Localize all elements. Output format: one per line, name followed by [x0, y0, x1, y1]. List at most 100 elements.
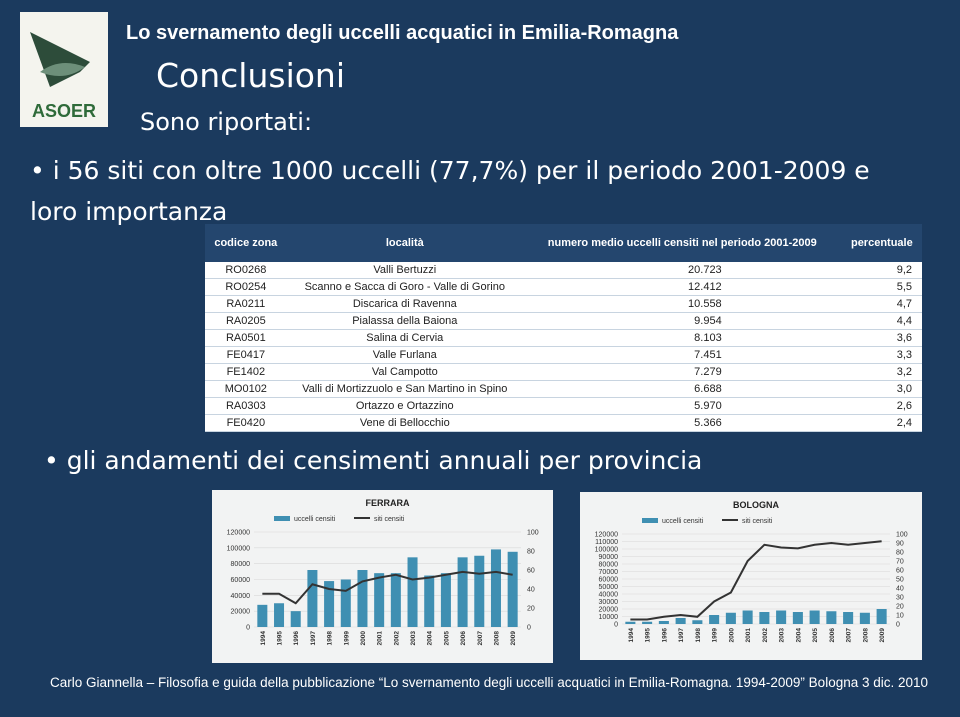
x-tick-label: 1998	[327, 631, 334, 646]
legend-label: uccelli censiti	[662, 518, 704, 525]
bar	[357, 570, 368, 627]
bullet-text: i 56 siti con oltre 1000 uccelli (77,7%)…	[30, 156, 870, 226]
bar	[457, 557, 468, 627]
bar	[507, 551, 518, 627]
bar	[876, 609, 887, 624]
y-tick-label: 80000	[599, 562, 619, 569]
table-cell: 3,6	[841, 329, 922, 347]
table-cell: 20.723	[522, 262, 842, 279]
x-tick-label: 2001	[745, 628, 752, 643]
x-tick-label: 2009	[879, 628, 886, 643]
bar	[407, 557, 418, 627]
bar	[776, 610, 787, 624]
bar	[307, 570, 318, 627]
subtitle: Sono riportati:	[140, 108, 313, 136]
table-cell: RA0501	[205, 329, 287, 347]
column-header: numero medio uccelli censiti nel periodo…	[522, 224, 842, 262]
x-tick-label: 1994	[260, 631, 267, 646]
table-cell: RA0205	[205, 312, 287, 330]
table-cell: 12.412	[522, 278, 842, 296]
table-cell: Vene di Bellocchio	[286, 414, 523, 432]
table-cell: 7.279	[522, 363, 842, 381]
x-tick-label: 2002	[762, 628, 769, 643]
x-tick-label: 1994	[628, 628, 635, 643]
bar	[843, 612, 854, 624]
x-tick-label: 2009	[510, 631, 517, 646]
x-tick-label: 1996	[661, 628, 668, 643]
line	[630, 540, 882, 621]
x-tick-label: 2006	[460, 631, 467, 646]
table-cell: FE0417	[205, 346, 287, 364]
x-tick-label: 2004	[427, 631, 434, 646]
logo: ASOER	[20, 12, 108, 127]
table-row: RO0268 Valli Bertuzzi 20.723 9,2	[205, 262, 922, 279]
table-row: FE0420 Vene di Bellocchio 5.366 2,4	[205, 414, 922, 432]
y-tick-label: 90000	[599, 554, 619, 561]
table-row: RA0211 Discarica di Ravenna 10.558 4,7	[205, 295, 922, 313]
table-cell: Salina di Cervia	[286, 329, 523, 347]
y2-tick-label: 30	[896, 595, 904, 602]
y-tick-label: 10000	[599, 614, 619, 621]
bar	[390, 573, 401, 627]
bar	[474, 555, 485, 627]
y2-tick-label: 100	[527, 530, 539, 537]
x-tick-label: 2005	[443, 631, 450, 646]
table: codice zona località numero medio uccelli …	[205, 224, 922, 432]
bullet: • i 56 siti con oltre 1000 uccelli (77,7…	[30, 156, 870, 226]
x-tick-label: 1999	[712, 628, 719, 643]
y2-tick-label: 70	[896, 559, 904, 566]
y-tick-label: 100000	[595, 547, 618, 554]
y-tick-label: 40000	[231, 593, 251, 600]
table-cell: 2,6	[841, 397, 922, 415]
y-tick-label: 100000	[227, 545, 250, 552]
table-cell: 5.366	[522, 414, 842, 432]
y-tick-label: 20000	[599, 607, 619, 614]
y-tick-label: 110000	[595, 539, 618, 546]
table-cell: MO0102	[205, 380, 287, 398]
y-tick-label: 70000	[599, 569, 619, 576]
table-cell: Pialassa della Baiona	[286, 312, 523, 330]
bar	[274, 603, 285, 627]
bar	[257, 604, 268, 627]
table-row: RA0303 Ortazzo e Ortazzino 5.970 2,6	[205, 397, 922, 415]
table-cell: 8.103	[522, 329, 842, 347]
legend-swatch	[642, 518, 658, 523]
y2-tick-label: 20	[527, 606, 535, 613]
bar	[826, 611, 837, 624]
y2-tick-label: 90	[896, 541, 904, 548]
table-cell: RA0211	[205, 295, 287, 313]
y-tick-label: 120000	[227, 530, 250, 537]
table-cell: 6.688	[522, 380, 842, 398]
x-tick-label: 1995	[645, 628, 652, 643]
y-tick-label: 120000	[595, 532, 618, 539]
y-tick-label: 30000	[599, 599, 619, 606]
bar	[675, 618, 686, 624]
y-tick-label: 0	[246, 625, 250, 632]
table-cell: 9.954	[522, 312, 842, 330]
x-tick-label: 2003	[410, 631, 417, 646]
bar	[759, 612, 770, 624]
logo-art: ASOER	[30, 32, 100, 121]
legend-label: siti censiti	[742, 518, 773, 525]
bar	[658, 621, 669, 624]
table-cell: Valli Bertuzzi	[286, 262, 523, 279]
column-header: percentuale	[841, 224, 922, 262]
table-cell: 4,4	[841, 312, 922, 330]
y-tick-label: 60000	[599, 577, 619, 584]
header-title: Lo svernamento degli uccelli acquatici i…	[126, 22, 679, 44]
bar	[290, 611, 301, 627]
table-cell: Valli di Mortizzuolo e San Martino in Sp…	[286, 380, 523, 398]
table-row: RO0254 Scanno e Sacca di Goro - Valle di …	[205, 278, 922, 296]
bar	[692, 620, 703, 624]
x-tick-label: 2002	[393, 631, 400, 646]
y-tick-label: 50000	[599, 584, 619, 591]
table-row: MO0102 Valli di Mortizzuolo e San Martino…	[205, 380, 922, 398]
bar	[709, 615, 720, 624]
table-cell: Val Campotto	[286, 363, 523, 381]
table-cell: Ortazzo e Ortazzino	[286, 397, 523, 415]
table-cell: 9,2	[841, 262, 922, 279]
table-cell: 2,4	[841, 414, 922, 432]
table-cell: 7.451	[522, 346, 842, 364]
chart-title: BOLOGNA	[733, 500, 779, 510]
